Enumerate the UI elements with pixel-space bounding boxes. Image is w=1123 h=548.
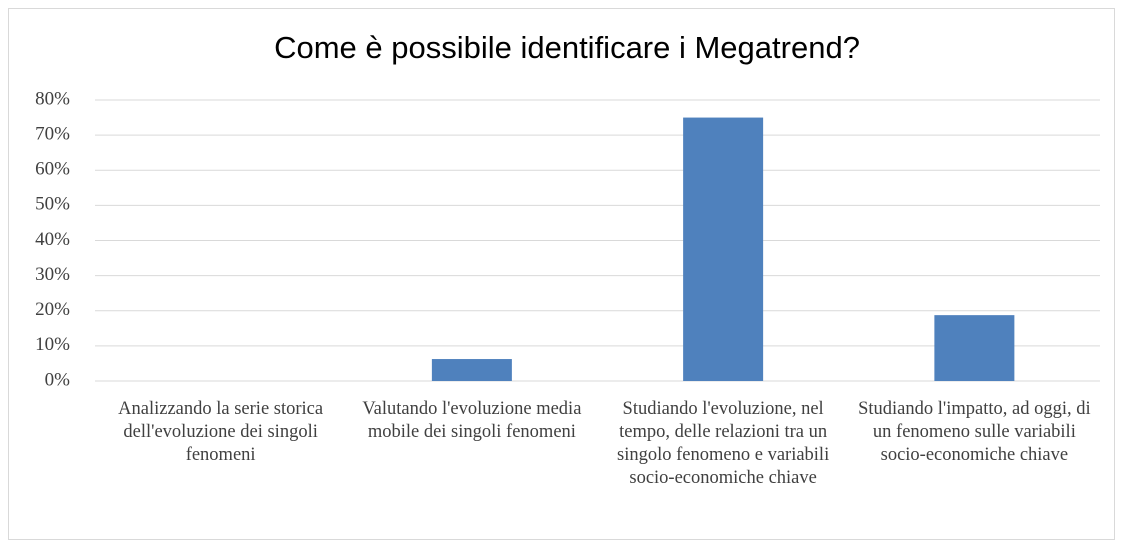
bar	[934, 315, 1015, 381]
chart-border	[8, 8, 1115, 540]
y-tick-label: 0%	[45, 369, 71, 390]
y-tick-label: 40%	[35, 229, 70, 250]
bar	[683, 117, 764, 381]
y-tick-label: 30%	[35, 264, 70, 285]
y-tick-label: 50%	[35, 194, 70, 215]
x-tick-label: Analizzando la serie storica dell'evoluz…	[118, 399, 324, 465]
y-tick-label: 10%	[35, 334, 70, 355]
x-tick-label: Studiando l'evoluzione, nel tempo, delle…	[617, 399, 830, 488]
x-tick-label: Studiando l'impatto, ad oggi, di un feno…	[858, 399, 1091, 465]
x-tick-label: Valutando l'evoluzione media mobile dei …	[362, 399, 582, 442]
chart-title: Come è possibile identificare i Megatren…	[274, 30, 860, 65]
y-tick-label: 20%	[35, 299, 70, 320]
y-tick-label: 70%	[35, 123, 70, 144]
y-tick-label: 80%	[35, 88, 70, 109]
y-tick-label: 60%	[35, 159, 70, 180]
bar	[431, 359, 512, 381]
